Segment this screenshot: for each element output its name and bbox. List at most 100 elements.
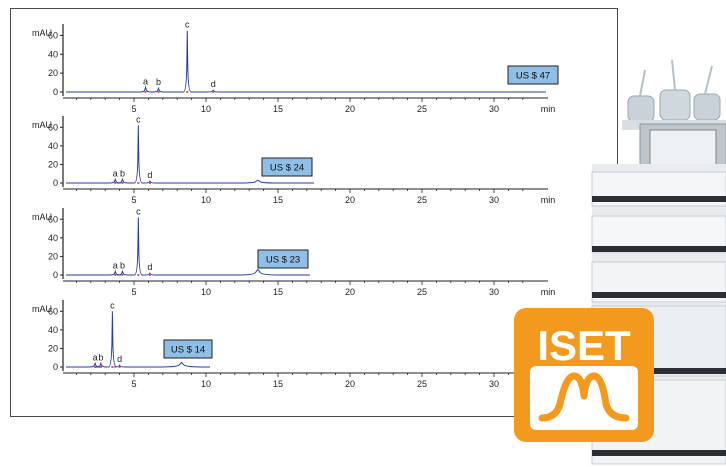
x-tick-label: 10	[201, 104, 211, 114]
x-tick-label: 5	[131, 287, 136, 297]
x-tick-label: 20	[345, 287, 355, 297]
y-tick-label: 40	[48, 49, 58, 59]
y-tick-label: 40	[48, 325, 58, 335]
x-tick-label: 20	[345, 195, 355, 205]
peak-marker	[148, 274, 151, 276]
chromatogram-2: mAU 0 20 40 60 5 10 15 20 25 30 min a b c d US $ 24	[32, 114, 555, 205]
peak-label-d: d	[117, 354, 122, 364]
peak-marker	[121, 182, 124, 184]
cost-label: US $ 47	[516, 71, 550, 82]
peak-label-c: c	[185, 20, 190, 30]
peak-label-d: d	[211, 79, 216, 89]
x-tick-label: 5	[131, 104, 136, 114]
x-tick-label: 5	[131, 379, 136, 389]
y-tick-label: 60	[48, 306, 58, 316]
cost-box	[507, 65, 559, 85]
peak-marker	[94, 366, 97, 368]
x-tick-label: 25	[417, 195, 427, 205]
x-tick-label: 25	[417, 379, 427, 389]
y-tick-label: 40	[48, 141, 58, 151]
x-tick-label: 20	[345, 104, 355, 114]
x-axis-unit: min	[541, 104, 556, 114]
cost-label: US $ 23	[266, 255, 300, 266]
x-tick-label: 30	[489, 379, 499, 389]
y-axis-label: mAU	[32, 28, 52, 38]
cost-box	[163, 339, 213, 359]
y-tick-label: 20	[48, 68, 58, 78]
peak-label-d: d	[147, 170, 152, 180]
peak-marker	[118, 366, 121, 368]
y-axis-label: mAU	[32, 120, 52, 130]
peak-label-a: a	[113, 260, 118, 270]
peak-label-b: b	[98, 352, 103, 362]
peak-label-c: c	[136, 206, 141, 216]
peak-label-a: a	[113, 168, 118, 178]
iset-badge-text: ISET	[537, 322, 631, 369]
cost-box	[261, 157, 313, 177]
x-axis-unit: min	[541, 195, 556, 205]
peak-marker	[137, 274, 140, 276]
chromatogram-peak-icon	[538, 372, 630, 422]
x-axis-unit: min	[541, 287, 556, 297]
peak-label-b: b	[120, 260, 125, 270]
x-tick-label: 5	[131, 195, 136, 205]
x-tick-label: 15	[273, 104, 283, 114]
peak-label-d: d	[147, 262, 152, 272]
x-tick-label: 10	[201, 195, 211, 205]
y-tick-label: 0	[53, 87, 58, 97]
hplc-instrument-image	[591, 59, 726, 465]
y-tick-label: 0	[53, 362, 58, 372]
x-tick-label: 10	[201, 379, 211, 389]
x-tick-label: 25	[417, 287, 427, 297]
x-tick-label: 10	[201, 287, 211, 297]
peak-marker	[186, 91, 189, 93]
x-tick-label: 15	[273, 195, 283, 205]
chromatogram-trace	[66, 125, 314, 184]
peak-marker	[157, 91, 160, 93]
x-tick-label: 30	[489, 195, 499, 205]
y-axis-label: mAU	[32, 212, 52, 222]
peak-marker	[137, 182, 140, 184]
x-tick-label: 30	[489, 104, 499, 114]
peak-label-a: a	[143, 76, 148, 86]
y-tick-label: 20	[48, 159, 58, 169]
chromatogram-trace	[66, 30, 546, 93]
y-tick-label: 40	[48, 233, 58, 243]
chromatogram-4: mAU 0 20 40 60 5 10 15 20 25 30 a b c d US $ 14	[32, 300, 548, 389]
x-tick-label: 15	[273, 287, 283, 297]
peak-label-c: c	[110, 300, 115, 310]
x-tick-label: 30	[489, 287, 499, 297]
cost-label: US $ 24	[270, 163, 304, 174]
peak-label-c: c	[136, 114, 141, 124]
peak-marker	[111, 366, 114, 368]
chromatogram-trace	[66, 311, 210, 368]
y-tick-label: 60	[48, 122, 58, 132]
peak-marker	[99, 366, 102, 368]
x-tick-label: 25	[417, 104, 427, 114]
y-tick-label: 20	[48, 251, 58, 261]
y-tick-label: 0	[53, 178, 58, 188]
chromatogram-3: mAU 0 20 40 60 5 10 15 20 25 30 min a b c d US $ 23	[32, 206, 555, 297]
chromatogram-trace	[66, 217, 310, 276]
peak-label-a: a	[93, 352, 98, 362]
y-tick-label: 0	[53, 270, 58, 280]
peak-marker	[148, 182, 151, 184]
peak-label-b: b	[120, 168, 125, 178]
peak-marker	[114, 182, 117, 184]
y-tick-label: 20	[48, 343, 58, 353]
y-tick-label: 60	[48, 214, 58, 224]
peak-marker	[114, 274, 117, 276]
cost-label: US $ 14	[171, 345, 205, 356]
peak-marker	[121, 274, 124, 276]
y-tick-label: 60	[48, 30, 58, 40]
x-tick-label: 15	[273, 379, 283, 389]
y-axis-label: mAU	[32, 304, 52, 314]
cost-box	[257, 249, 309, 269]
chromatogram-1: mAU 0 20 40 60 5 10 15 20 25 30 min a b c d US $ 47	[32, 20, 559, 114]
x-tick-label: 20	[345, 379, 355, 389]
iset-badge: ISET	[514, 308, 654, 442]
peak-label-b: b	[156, 77, 161, 87]
peak-marker	[212, 91, 215, 93]
peak-marker	[144, 91, 147, 93]
